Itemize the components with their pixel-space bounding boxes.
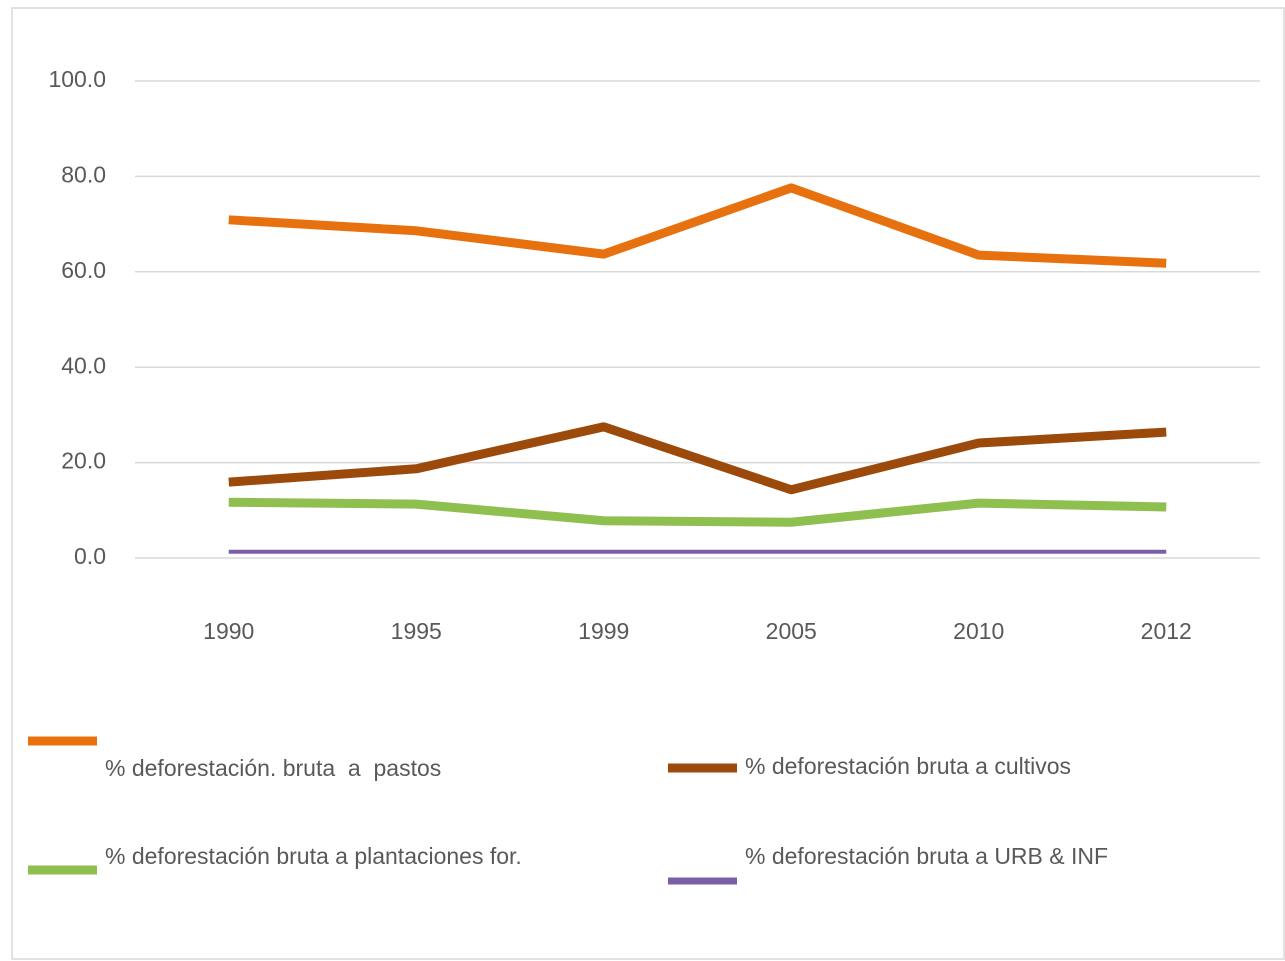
y-tick-label: 60.0 bbox=[61, 257, 106, 283]
legend-label: % deforestación bruta a URB & INF bbox=[745, 843, 1108, 869]
legend-label: % deforestación bruta a cultivos bbox=[745, 753, 1071, 779]
series-line bbox=[228, 422, 1167, 495]
y-tick-label: 40.0 bbox=[61, 352, 106, 378]
x-tick-label: 1999 bbox=[578, 618, 629, 644]
x-tick-label: 1995 bbox=[391, 618, 442, 644]
x-tick-label: 2010 bbox=[953, 618, 1004, 644]
series-line bbox=[228, 497, 1167, 527]
chart-border bbox=[11, 7, 1285, 960]
legend-label: % deforestación bruta a plantaciones for… bbox=[105, 843, 522, 869]
series-line bbox=[228, 183, 1167, 268]
legend-label: % deforestación. bruta a pastos bbox=[105, 755, 441, 781]
y-tick-label: 80.0 bbox=[61, 161, 106, 187]
x-tick-label: 1990 bbox=[203, 618, 254, 644]
y-tick-label: 20.0 bbox=[61, 448, 106, 474]
y-tick-label: 100.0 bbox=[48, 66, 106, 92]
x-tick-label: 2012 bbox=[1141, 618, 1192, 644]
y-tick-label: 0.0 bbox=[74, 543, 106, 569]
x-tick-label: 2005 bbox=[766, 618, 817, 644]
